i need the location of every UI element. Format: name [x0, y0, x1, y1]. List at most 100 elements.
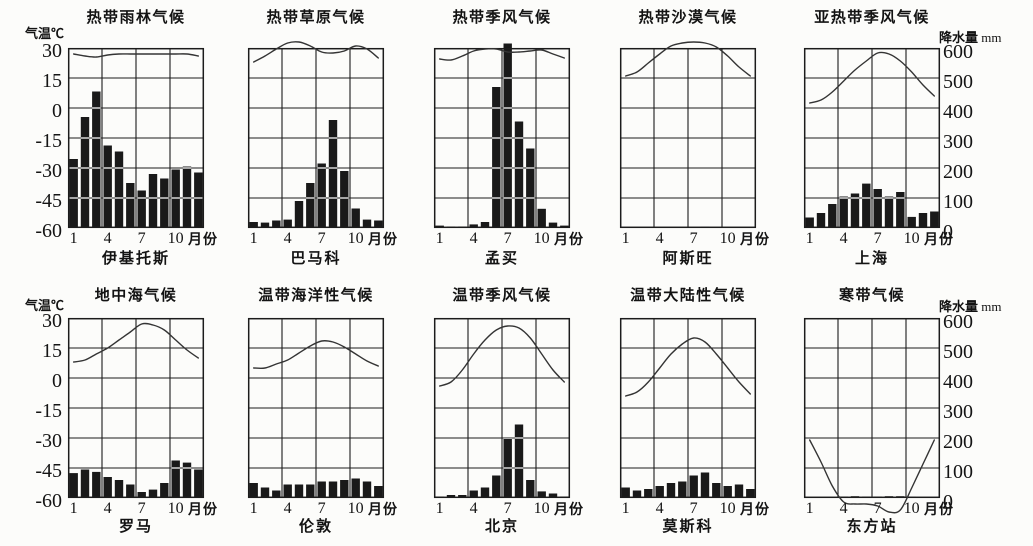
- temp-tick--45: -45: [35, 460, 62, 482]
- precip-bar-month-6: [126, 484, 135, 498]
- month-axis-tick-10: 10: [533, 230, 550, 247]
- precip-bars: [249, 120, 383, 228]
- precip-bar-month-2: [816, 213, 826, 228]
- month-axis-tick-1: 1: [435, 500, 444, 517]
- plot-frame: [247, 317, 385, 499]
- month-axis-unit-label: 月份: [188, 501, 218, 517]
- plot-frame: [619, 47, 757, 229]
- month-axis-tick-4: 4: [103, 230, 112, 247]
- precip-bar-month-11: [918, 213, 928, 228]
- gridlines: [248, 318, 384, 498]
- precip-bar-month-5: [480, 222, 490, 228]
- temp-tick--60: -60: [35, 490, 62, 512]
- month-axis-unit-label: 月份: [554, 231, 584, 247]
- precip-bar-month-1: [249, 483, 258, 498]
- month-axis-tick-7: 7: [689, 230, 698, 247]
- precip-bar-month-10: [537, 491, 546, 498]
- temp-tick-0: 0: [52, 100, 62, 122]
- station-label-东方站: 东方站: [846, 518, 898, 535]
- precip-bar-month-8: [884, 196, 894, 228]
- precip-bar-month-11: [548, 493, 558, 498]
- temp-curve: [73, 322, 199, 363]
- precip-bars: [621, 472, 755, 498]
- precip-tick-200: 200: [943, 431, 973, 453]
- precip-bar-month-10: [907, 216, 916, 228]
- precip-bar-month-6: [678, 481, 687, 498]
- chart-title-罗马: 地中海气候: [94, 287, 178, 304]
- precip-bar-month-1: [69, 159, 78, 228]
- month-axis-tick-7: 7: [873, 500, 882, 517]
- chart-title-巴马科: 热带草原气候: [266, 9, 366, 26]
- station-label-伊基托斯: 伊基托斯: [101, 250, 170, 267]
- precip-bar-month-12: [374, 486, 383, 498]
- precip-axis-title: 降水量 mm: [939, 30, 1002, 45]
- month-axis-tick-1: 1: [805, 500, 814, 517]
- month-axis-tick-1: 1: [249, 500, 258, 517]
- temp-tick-30: 30: [42, 40, 62, 62]
- precip-tick-500: 500: [943, 71, 973, 93]
- precip-bar-month-8: [148, 489, 158, 498]
- precip-bar-month-4: [283, 484, 292, 498]
- month-axis-tick-4: 4: [283, 230, 292, 247]
- precip-bar-month-4: [103, 145, 112, 228]
- precip-bar-month-2: [260, 222, 270, 228]
- precip-tick-100: 100: [943, 461, 973, 483]
- precip-bar-month-7: [137, 492, 146, 498]
- month-axis-tick-7: 7: [503, 500, 512, 517]
- precip-bar-month-6: [126, 183, 135, 228]
- precip-bar-month-1: [69, 473, 78, 498]
- gridlines: [434, 48, 570, 228]
- station-label-巴马科: 巴马科: [290, 250, 342, 267]
- precip-bar-month-11: [362, 481, 372, 498]
- precip-tick-600: 600: [943, 311, 973, 333]
- temp-axis-title: 气温℃: [24, 298, 64, 313]
- gridlines: [804, 48, 940, 228]
- precip-tick-200: 200: [943, 161, 973, 183]
- precip-bar-month-9: [526, 480, 535, 498]
- precip-bar-month-5: [480, 487, 490, 498]
- precip-bar-month-1: [249, 222, 258, 228]
- month-axis-tick-4: 4: [655, 230, 664, 247]
- precip-bar-month-4: [839, 196, 848, 228]
- precip-bar-month-8: [328, 120, 338, 228]
- temp-curve: [73, 53, 199, 58]
- precip-tick-0: 0: [943, 221, 953, 243]
- climograph-plot-伊基托斯: [67, 47, 205, 229]
- precip-bars: [805, 183, 939, 228]
- precip-bar-month-5: [294, 484, 304, 498]
- precip-bar-month-2: [80, 117, 90, 228]
- precip-bars: [69, 91, 203, 228]
- temp-curve: [625, 337, 751, 397]
- gridlines: [620, 48, 756, 228]
- month-axis-unit-label: 月份: [740, 231, 770, 247]
- month-axis-tick-1: 1: [69, 230, 78, 247]
- month-axis-tick-7: 7: [137, 230, 146, 247]
- plot-frame: [67, 317, 205, 499]
- climograph-plot-罗马: [67, 317, 205, 499]
- month-axis-tick-7: 7: [689, 500, 698, 517]
- climograph-plot-阿斯旺: [619, 41, 757, 229]
- precip-bar-month-9: [340, 480, 349, 498]
- gridlines: [248, 48, 384, 228]
- month-axis-tick-7: 7: [317, 230, 326, 247]
- month-axis-tick-10: 10: [347, 230, 364, 247]
- month-axis-tick-10: 10: [903, 230, 920, 247]
- precip-bar-month-10: [723, 486, 732, 498]
- station-label-阿斯旺: 阿斯旺: [662, 250, 714, 267]
- plot-frame: [803, 317, 941, 499]
- month-axis-tick-10: 10: [167, 500, 184, 517]
- precip-bar-month-5: [114, 151, 124, 228]
- precip-bar-month-4: [469, 490, 478, 498]
- precip-bar-month-5: [850, 193, 860, 228]
- month-axis-tick-10: 10: [167, 230, 184, 247]
- plot-frame: [433, 317, 571, 499]
- precip-bar-month-10: [351, 208, 360, 228]
- temp-tick--60: -60: [35, 220, 62, 242]
- temp-curve: [253, 340, 379, 370]
- month-axis-tick-4: 4: [469, 500, 478, 517]
- precip-bar-month-7: [689, 475, 698, 498]
- precip-bar-month-5: [114, 480, 124, 498]
- month-axis-tick-7: 7: [317, 500, 326, 517]
- precip-bar-month-9: [712, 483, 721, 498]
- month-axis-tick-10: 10: [347, 500, 364, 517]
